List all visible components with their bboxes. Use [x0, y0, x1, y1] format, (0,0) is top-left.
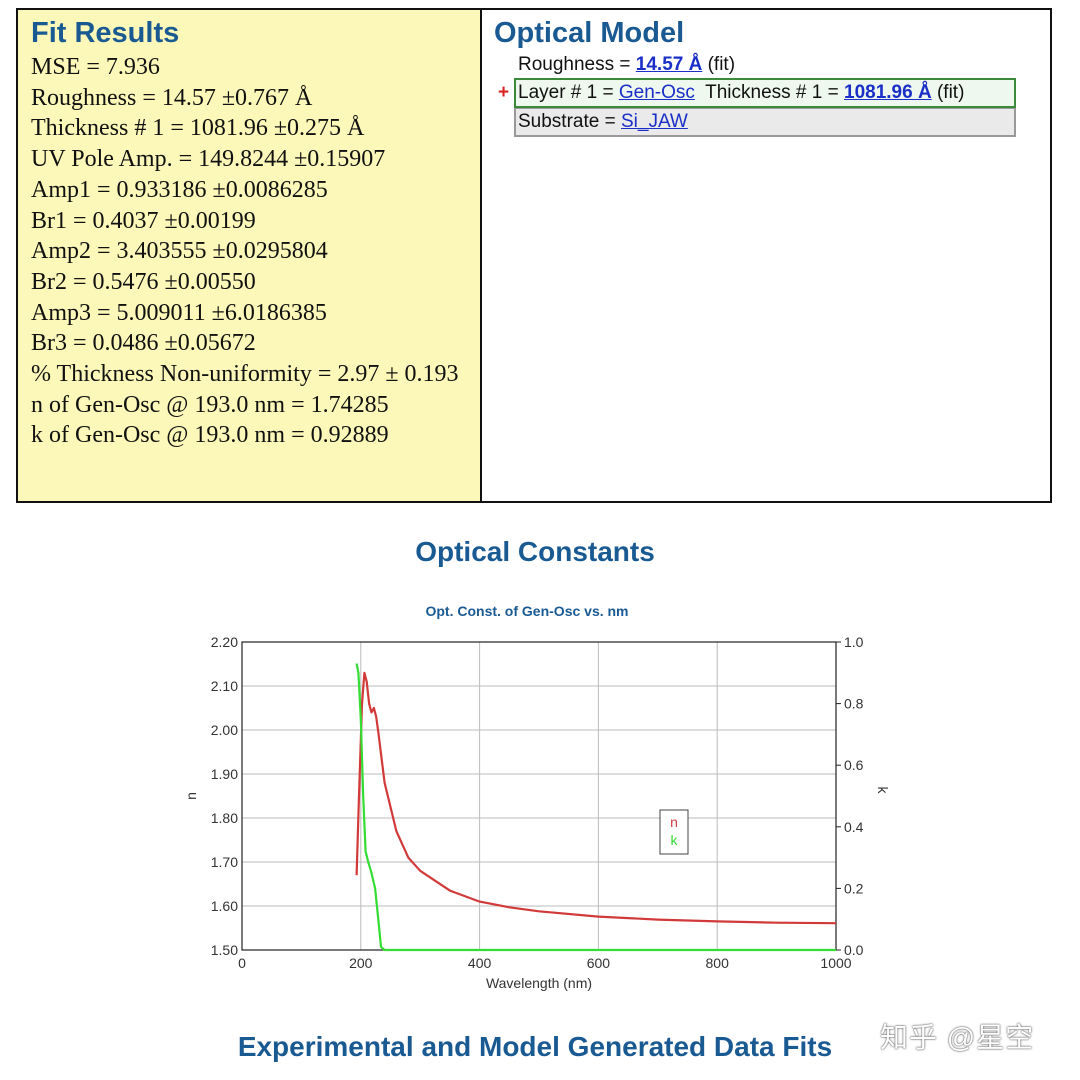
fit-results-title: Fit Results — [31, 17, 180, 49]
x-tick-label: 400 — [468, 955, 492, 971]
x-axis-label: Wavelength (nm) — [486, 975, 592, 991]
layer-marker-icon[interactable]: + — [498, 82, 510, 103]
y-tick-label: 1.70 — [211, 854, 238, 870]
x-tick-label: 200 — [349, 955, 373, 971]
fit-result-line: Br1 = 0.4037 ±0.00199 — [31, 207, 256, 234]
series-line-k — [355, 663, 836, 952]
y2-tick-label: 0.8 — [844, 696, 864, 712]
fit-result-line: Amp3 = 5.009011 ±6.0186385 — [31, 299, 327, 326]
y2-tick-label: 0.6 — [844, 757, 864, 773]
thickness-label: Thickness # 1 = — [694, 82, 844, 103]
y-tick-label: 1.80 — [211, 810, 238, 826]
optical-model-panel: Optical Model Roughness = 14.57 Å (fit) … — [482, 10, 1050, 501]
fit-result-line: Amp1 = 0.933186 ±0.0086285 — [31, 176, 328, 203]
model-layer-stack: Layer # 1 = Gen-Osc Thickness # 1 = 1081… — [514, 78, 1016, 137]
chart-title: Opt. Const. of Gen-Osc vs. nm — [425, 603, 628, 619]
legend-label-k: k — [671, 832, 679, 848]
layer-label: Layer # 1 = — [518, 82, 619, 103]
y-tick-label: 1.60 — [211, 898, 238, 914]
fit-result-line: % Thickness Non-uniformity = 2.97 ± 0.19… — [31, 361, 459, 388]
y2-tick-label: 1.0 — [844, 634, 864, 650]
data-fits-heading: Experimental and Model Generated Data Fi… — [237, 1031, 833, 1062]
layer-material-link[interactable]: Gen-Osc — [618, 82, 695, 103]
y-axis-label: n — [183, 792, 199, 800]
fit-results-list: MSE = 7.936 Roughness = 14.57 ±0.767 Å T… — [31, 52, 480, 451]
substrate-label: Substrate = — [518, 111, 621, 132]
legend-label-n: n — [670, 814, 678, 830]
y-tick-label: 2.00 — [211, 722, 238, 738]
fit-result-line: MSE = 7.936 — [31, 54, 160, 80]
y2-axis-label: k — [875, 787, 891, 795]
substrate-row[interactable]: Substrate = Si_JAW — [516, 108, 1014, 135]
fit-result-line: Roughness = 14.57 ±0.767 Å — [31, 84, 313, 111]
optical-model-title: Optical Model — [494, 17, 685, 49]
fit-result-line: Br3 = 0.0486 ±0.05672 — [31, 330, 256, 357]
optical-constants-chart: Opt. Const. of Gen-Osc vs. nm 0 200 400 600 8… — [180, 596, 920, 1006]
y-tick-label: 2.10 — [211, 678, 238, 694]
results-panels: Fit Results MSE = 7.936 Roughness = 14.5… — [16, 8, 1052, 503]
roughness-fit-suffix: (fit) — [702, 54, 736, 75]
x-tick-label: 1000 — [820, 955, 851, 971]
y2-tick-label: 0.4 — [844, 819, 864, 835]
roughness-value-link[interactable]: 14.57 Å — [635, 54, 703, 75]
roughness-label: Roughness = — [518, 54, 636, 75]
x-tick-label: 600 — [587, 955, 611, 971]
thickness-value-link[interactable]: 1081.96 Å — [844, 82, 932, 103]
roughness-line: Roughness = 14.57 Å (fit) — [518, 54, 735, 76]
fit-results-panel: Fit Results MSE = 7.936 Roughness = 14.5… — [18, 10, 482, 501]
y-tick-label: 2.20 — [211, 634, 238, 650]
legend-box — [659, 809, 689, 855]
x-tick-label: 0 — [238, 955, 246, 971]
substrate-material-link[interactable]: Si_JAW — [620, 111, 688, 132]
layer-row[interactable]: Layer # 1 = Gen-Osc Thickness # 1 = 1081… — [514, 78, 1016, 108]
y2-tick-label: 0.0 — [844, 942, 864, 958]
y-tick-label: 1.50 — [211, 942, 238, 958]
chart-svg: Opt. Const. of Gen-Osc vs. nm 0 200 400 600 8… — [183, 603, 891, 991]
series-line-n — [355, 671, 837, 925]
optical-constants-heading: Optical Constants — [415, 536, 655, 567]
x-tick-label: 800 — [706, 955, 730, 971]
fit-result-line: k of Gen-Osc @ 193.0 nm = 0.92889 — [31, 422, 389, 449]
fit-result-line: UV Pole Amp. = 149.8244 ±0.15907 — [31, 146, 386, 173]
plot-frame — [241, 641, 837, 951]
watermark: 知乎 @星空 — [880, 1022, 1035, 1053]
thickness-fit-suffix: (fit) — [931, 82, 965, 103]
y-tick-label: 1.90 — [211, 766, 238, 782]
fit-result-line: Amp2 = 3.403555 ±0.0295804 — [31, 238, 328, 265]
fit-result-line: Thickness # 1 = 1081.96 ±0.275 Å — [31, 115, 365, 142]
fit-result-line: Br2 = 0.5476 ±0.00550 — [31, 268, 256, 295]
fit-result-line: n of Gen-Osc @ 193.0 nm = 1.74285 — [31, 391, 389, 418]
y2-tick-label: 0.2 — [844, 880, 864, 896]
